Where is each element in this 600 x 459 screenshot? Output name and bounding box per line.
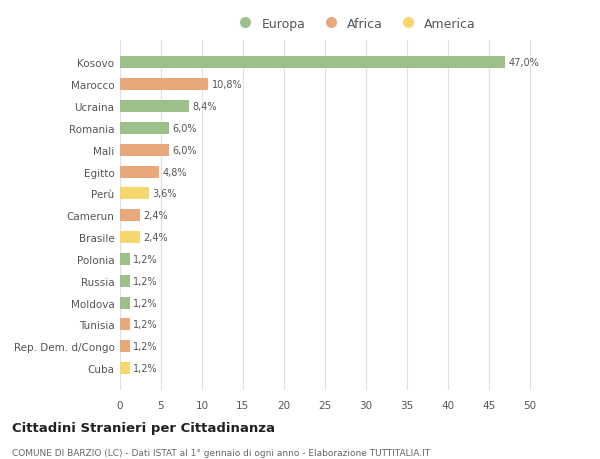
Bar bbox=[120, 188, 149, 200]
Text: 8,4%: 8,4% bbox=[192, 102, 217, 112]
Text: 4,8%: 4,8% bbox=[163, 167, 187, 177]
Bar bbox=[120, 319, 130, 330]
Text: 1,2%: 1,2% bbox=[133, 298, 158, 308]
Text: 1,2%: 1,2% bbox=[133, 341, 158, 352]
Bar bbox=[120, 166, 160, 178]
Bar bbox=[120, 297, 130, 309]
Text: 1,2%: 1,2% bbox=[133, 364, 158, 373]
Bar bbox=[120, 210, 140, 222]
Text: 1,2%: 1,2% bbox=[133, 276, 158, 286]
Text: 10,8%: 10,8% bbox=[212, 80, 242, 90]
Text: 3,6%: 3,6% bbox=[153, 189, 177, 199]
Bar bbox=[120, 101, 189, 113]
Bar bbox=[120, 123, 169, 134]
Text: 2,4%: 2,4% bbox=[143, 233, 167, 242]
Bar bbox=[120, 275, 130, 287]
Bar bbox=[120, 341, 130, 353]
Text: 6,0%: 6,0% bbox=[172, 146, 197, 155]
Bar bbox=[120, 79, 208, 91]
Text: Cittadini Stranieri per Cittadinanza: Cittadini Stranieri per Cittadinanza bbox=[12, 421, 275, 434]
Bar bbox=[120, 231, 140, 244]
Bar bbox=[120, 144, 169, 157]
Bar bbox=[120, 253, 130, 265]
Text: COMUNE DI BARZIO (LC) - Dati ISTAT al 1° gennaio di ogni anno - Elaborazione TUT: COMUNE DI BARZIO (LC) - Dati ISTAT al 1°… bbox=[12, 448, 430, 457]
Text: 1,2%: 1,2% bbox=[133, 254, 158, 264]
Legend: Europa, Africa, America: Europa, Africa, America bbox=[228, 13, 481, 36]
Text: 1,2%: 1,2% bbox=[133, 320, 158, 330]
Text: 6,0%: 6,0% bbox=[172, 123, 197, 134]
Bar bbox=[120, 362, 130, 374]
Text: 2,4%: 2,4% bbox=[143, 211, 167, 221]
Bar bbox=[120, 57, 505, 69]
Text: 47,0%: 47,0% bbox=[508, 58, 539, 68]
